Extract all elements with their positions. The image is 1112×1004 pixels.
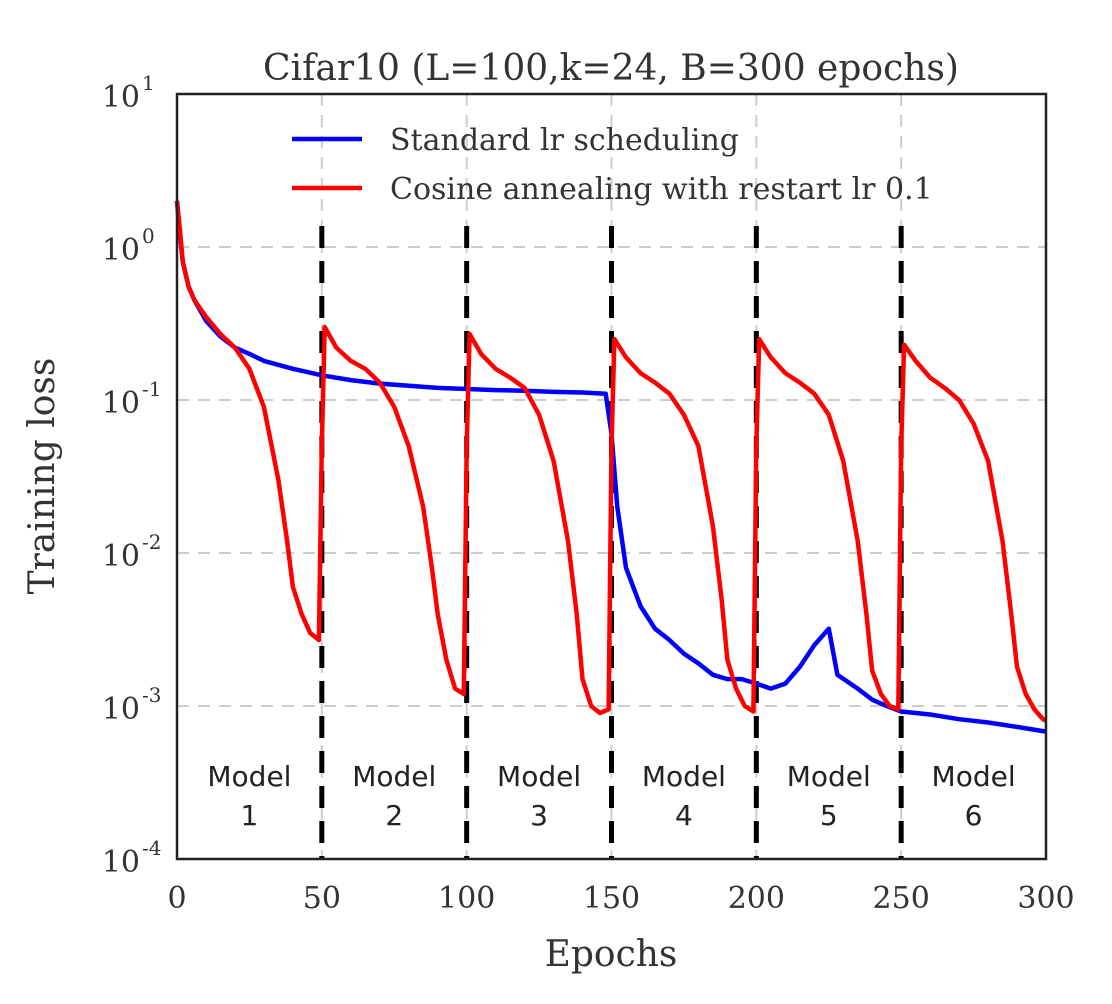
model-number: 6 bbox=[965, 799, 983, 832]
y-tick-exponent: -4 bbox=[142, 836, 161, 860]
series-line-0 bbox=[174, 200, 1047, 734]
y-tick-label: 10 bbox=[102, 692, 140, 727]
y-tick-exponent: -2 bbox=[142, 530, 161, 554]
x-axis-label: Epochs bbox=[545, 934, 678, 975]
x-tick-label: 150 bbox=[583, 881, 640, 916]
model-number: 5 bbox=[820, 799, 838, 832]
x-tick-label: 50 bbox=[303, 881, 341, 916]
x-tick-label: 100 bbox=[438, 881, 495, 916]
model-label: Model bbox=[207, 760, 291, 793]
y-tick-exponent: 1 bbox=[142, 71, 155, 95]
y-tick-exponent: 0 bbox=[142, 224, 155, 248]
chart-title: Cifar10 (L=100,k=24, B=300 epochs) bbox=[263, 48, 959, 89]
x-tick-label: 300 bbox=[1017, 881, 1074, 916]
model-label: Model bbox=[497, 760, 581, 793]
x-tick-label: 200 bbox=[728, 881, 785, 916]
plot-frame bbox=[175, 92, 1048, 861]
model-number: 2 bbox=[385, 799, 403, 832]
y-tick-exponent: -3 bbox=[142, 683, 161, 707]
y-tick-label: 10 bbox=[102, 233, 140, 268]
y-tick-label: 10 bbox=[102, 539, 140, 574]
legend: Standard lr scheduling Cosine annealing … bbox=[292, 123, 933, 207]
model-label: Model bbox=[787, 760, 871, 793]
model-number: 3 bbox=[530, 799, 548, 832]
legend-label-standard: Standard lr scheduling bbox=[390, 123, 739, 158]
model-labels: Model 1 Model 2 Model 3 Model 4 Model 5 Model 6 bbox=[207, 760, 1015, 832]
model-number: 4 bbox=[675, 799, 693, 832]
y-tick-label: 10 bbox=[102, 80, 140, 115]
model-number: 1 bbox=[241, 799, 259, 832]
y-tick-label: 10 bbox=[102, 386, 140, 421]
x-tick-label: 250 bbox=[873, 881, 930, 916]
series-lines bbox=[174, 200, 1048, 734]
model-label: Model bbox=[932, 760, 1016, 793]
series-line-1 bbox=[174, 200, 1048, 723]
model-label: Model bbox=[642, 760, 726, 793]
x-tick-label: 0 bbox=[167, 881, 186, 916]
legend-label-cosine: Cosine annealing with restart lr 0.1 bbox=[390, 172, 933, 207]
y-tick-exponent: -1 bbox=[142, 377, 161, 401]
y-axis-label: Training loss bbox=[22, 358, 63, 595]
y-tick-label: 10 bbox=[102, 845, 140, 880]
model-label: Model bbox=[352, 760, 436, 793]
